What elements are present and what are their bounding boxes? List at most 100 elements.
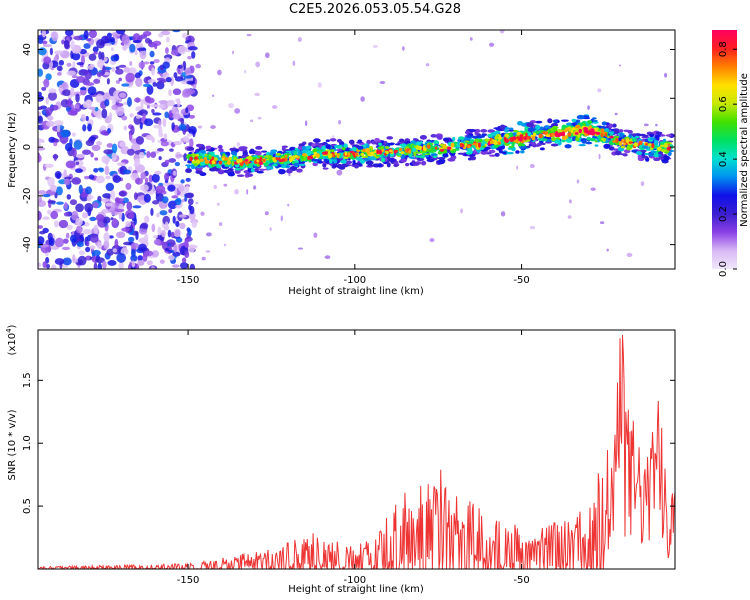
ridge-point <box>416 144 420 150</box>
ridge-point <box>550 143 559 147</box>
ridge-point <box>213 163 218 167</box>
noise-blob <box>218 222 223 227</box>
noise-blob <box>85 186 92 195</box>
noise-blob <box>297 37 302 43</box>
noise-blob <box>92 46 99 53</box>
ridge-point <box>571 127 576 131</box>
ridge-point <box>294 147 298 151</box>
ridge-point <box>571 137 576 142</box>
noise-blob <box>360 96 365 102</box>
ridge-point <box>649 137 655 140</box>
noise-blob <box>53 153 57 161</box>
noise-blob <box>133 192 138 201</box>
noise-blob <box>137 243 147 252</box>
ridge-point <box>336 163 343 169</box>
colorbar-tick-label: 0.2 <box>718 206 729 222</box>
noise-blob <box>111 152 117 162</box>
ridge-point <box>622 153 628 157</box>
snr-y-axis-label: SNR (10 * v/v) <box>7 409 18 480</box>
ridge-point <box>278 170 285 175</box>
noise-blob <box>142 113 146 118</box>
ridge-point <box>248 161 251 164</box>
ridge-point <box>340 159 347 164</box>
ridge-point <box>564 144 572 149</box>
noise-blob <box>257 116 262 120</box>
noise-blob <box>103 149 113 155</box>
ridge-point <box>195 143 203 148</box>
ridge-point <box>565 122 573 126</box>
noise-blob <box>165 77 172 83</box>
spectrogram-y-axis-label: Frequency (Hz) <box>7 112 18 188</box>
noise-blob <box>292 60 296 66</box>
ridge-point <box>641 136 650 139</box>
noise-blob <box>45 256 50 264</box>
ridge-point <box>366 150 370 155</box>
noise-blob <box>156 147 164 152</box>
noise-blob <box>150 207 154 216</box>
ridge-point <box>278 159 283 163</box>
noise-blob <box>45 107 53 116</box>
ridge-point <box>478 142 481 148</box>
ridge-point <box>498 136 502 140</box>
ridge-point <box>415 155 421 158</box>
ridge-point <box>439 143 444 147</box>
noise-blob <box>287 203 290 207</box>
noise-blob <box>175 98 180 103</box>
noise-blob <box>105 182 115 192</box>
noise-blob <box>131 260 136 268</box>
ridge-point <box>547 118 553 124</box>
noise-blob <box>56 201 64 205</box>
noise-blob <box>182 135 190 142</box>
noise-blob <box>121 83 130 87</box>
ridge-point <box>595 131 601 135</box>
noise-blob <box>66 194 72 200</box>
spectrogram-frame <box>37 29 676 270</box>
ridge-point <box>378 142 383 146</box>
noise-blob <box>91 144 101 152</box>
spectrogram-panel: -150 -100 -50 -40 -20 0 20 40 Height of straigh… <box>7 29 676 297</box>
svg-text:(x104): (x104) <box>5 324 18 355</box>
noise-blob <box>151 67 155 76</box>
noise-blob <box>89 233 99 243</box>
ridge-point <box>356 149 360 152</box>
noise-blob <box>160 141 169 147</box>
noise-blob <box>156 212 160 218</box>
snr-y-tick-label: 1.0 <box>22 435 33 451</box>
noise-blob <box>96 241 103 249</box>
noise-blob <box>165 47 169 54</box>
noise-blob <box>516 165 519 170</box>
noise-blob <box>45 96 49 105</box>
noise-blob <box>249 119 254 123</box>
ridge-point <box>256 170 264 174</box>
noise-blob <box>50 104 59 111</box>
noise-blob <box>158 100 168 104</box>
spectrogram-y-tick-label: 0 <box>22 144 33 150</box>
noise-blob <box>469 37 473 41</box>
noise-blob <box>175 204 182 209</box>
ridge-point <box>531 135 536 141</box>
ridge-point <box>318 156 324 159</box>
ridge-point <box>378 149 382 154</box>
noise-blob <box>134 50 138 55</box>
ridge-point <box>199 158 204 163</box>
ridge-point <box>223 157 229 161</box>
snr-scale-factor: (x104) <box>5 324 18 355</box>
noise-blob <box>72 147 77 158</box>
noise-blob <box>136 47 147 51</box>
noise-blob <box>112 217 117 225</box>
ridge-point <box>535 124 541 130</box>
ridge-point <box>236 174 245 178</box>
noise-blob <box>183 75 193 79</box>
noise-blob <box>73 140 83 150</box>
ridge-point <box>498 149 503 154</box>
noise-blob <box>54 237 64 248</box>
noise-blob <box>173 140 183 146</box>
noise-blob <box>181 257 187 263</box>
ridge-point <box>501 144 506 150</box>
ridge-point <box>344 151 348 156</box>
noise-blob <box>125 220 132 228</box>
ridge-point <box>408 149 412 154</box>
ridge-point <box>404 146 410 149</box>
noise-blob <box>170 231 175 239</box>
ridge-point <box>487 133 493 138</box>
